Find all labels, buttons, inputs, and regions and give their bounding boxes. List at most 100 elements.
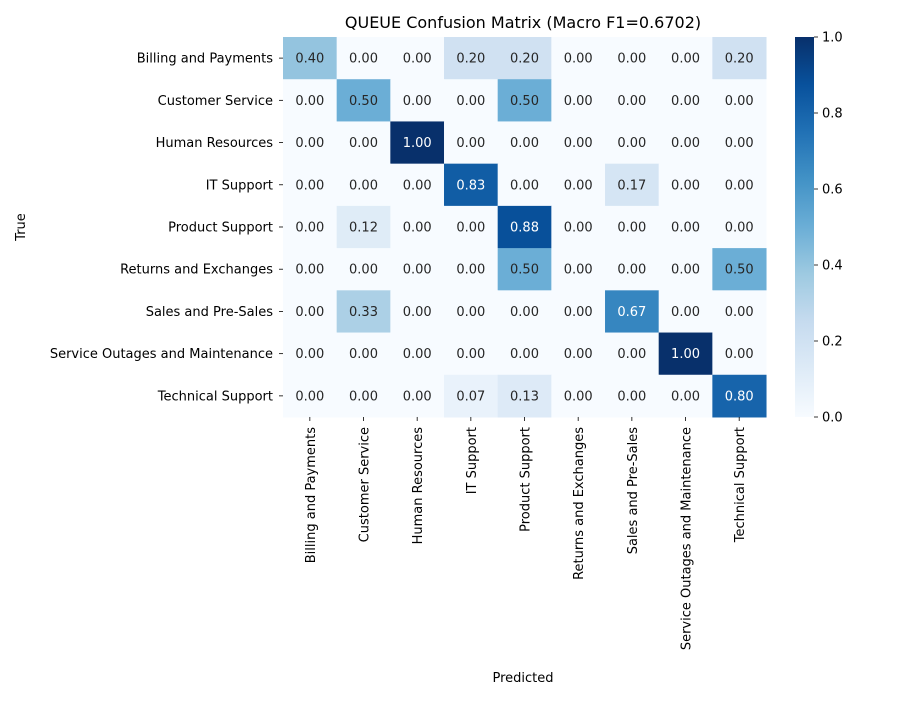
heatmap-cell xyxy=(336,163,391,207)
cell-value-label: 0.00 xyxy=(456,220,485,235)
x-tick-label-human-resources: Human Resources xyxy=(411,427,426,545)
heatmap-cell xyxy=(336,205,391,249)
y-tick-label-technical-support: Technical Support xyxy=(157,389,273,404)
heatmap-cell xyxy=(444,205,499,249)
y-tick-label-product-support: Product Support xyxy=(168,220,273,235)
heatmap-cell xyxy=(712,37,767,80)
heatmap-cell xyxy=(497,79,552,122)
cell-value-label: 0.00 xyxy=(295,347,324,362)
cell-value-label: 0.00 xyxy=(295,178,324,193)
x-tick-label-product-support: Product Support xyxy=(519,427,534,532)
heatmap-cell xyxy=(605,248,660,291)
heatmap-cell xyxy=(605,374,660,418)
y-tick-label-customer-service: Customer Service xyxy=(158,94,273,109)
heatmap-cell xyxy=(283,37,338,80)
cell-value-label: 0.00 xyxy=(564,389,593,404)
heatmap-cell xyxy=(605,205,660,249)
heatmap-cell xyxy=(605,121,660,165)
cell-value-label: 0.00 xyxy=(617,52,646,67)
heatmap-cell xyxy=(336,121,391,165)
cell-value-label: 0.00 xyxy=(617,263,646,278)
chart-title: QUEUE Confusion Matrix (Macro F1=0.6702) xyxy=(345,13,701,32)
heatmap-cell xyxy=(712,248,767,291)
heatmap-cell xyxy=(497,374,552,418)
colorbar-tick-label: 0.6 xyxy=(822,183,843,198)
colorbar-ticks: 0.0 0.2 0.4 0.6 0.8 1.0 xyxy=(814,31,843,426)
heatmap-cell xyxy=(444,163,499,207)
cell-value-label: 0.00 xyxy=(295,94,324,109)
cell-value-label: 0.80 xyxy=(725,389,754,404)
heatmap-cell xyxy=(712,290,767,334)
heatmap-cell xyxy=(658,248,713,291)
heatmap-cell xyxy=(336,374,391,418)
colorbar-tick-label: 0.8 xyxy=(822,107,843,122)
heatmap-cell xyxy=(658,37,713,80)
cell-value-label: 0.00 xyxy=(510,347,539,362)
cell-value-label: 0.00 xyxy=(403,347,432,362)
colorbar-tick-label: 0.2 xyxy=(822,335,843,350)
cell-value-label: 0.00 xyxy=(564,52,593,67)
cell-value-label: 0.00 xyxy=(349,136,378,151)
heatmap-cell xyxy=(444,332,499,376)
heatmap-cell xyxy=(497,121,552,165)
heatmap-cell xyxy=(390,37,445,80)
heatmap-cell xyxy=(712,163,767,207)
y-tick-label-human-resources: Human Resources xyxy=(156,136,274,151)
cell-value-label: 0.00 xyxy=(617,347,646,362)
heatmap-cell xyxy=(497,163,552,207)
heatmap-cell xyxy=(283,79,338,122)
cell-value-label: 0.88 xyxy=(510,220,539,235)
colorbar-tick-label: 1.0 xyxy=(822,31,843,46)
cell-value-label: 0.00 xyxy=(403,263,432,278)
colorbar xyxy=(795,37,814,417)
heatmap-cells: 0.40 0.00 0.00 0.20 0.20 0.00 0.00 0.00 0.20 0.00… xyxy=(283,37,767,418)
cell-value-label: 0.00 xyxy=(510,305,539,320)
heatmap-cell xyxy=(390,163,445,207)
cell-value-label: 0.00 xyxy=(456,94,485,109)
heatmap-cell xyxy=(712,374,767,418)
cell-value-label: 0.00 xyxy=(456,263,485,278)
cell-value-label: 0.00 xyxy=(403,52,432,67)
heatmap-cell xyxy=(283,290,338,334)
cell-value-label: 0.00 xyxy=(349,52,378,67)
y-tick-label-sales-and-pre-sales: Sales and Pre-Sales xyxy=(146,305,274,320)
x-tick-label-sales-and-pre-sales: Sales and Pre-Sales xyxy=(626,427,641,555)
heatmap-cell xyxy=(390,205,445,249)
cell-value-label: 0.00 xyxy=(564,263,593,278)
heatmap-cell xyxy=(283,163,338,207)
cell-value-label: 0.00 xyxy=(510,136,539,151)
cell-value-label: 0.00 xyxy=(617,94,646,109)
cell-value-label: 0.50 xyxy=(725,263,754,278)
cell-value-label: 1.00 xyxy=(671,347,700,362)
y-tick-label-service-outages-and-maintenance: Service Outages and Maintenance xyxy=(50,347,273,362)
heatmap-cell xyxy=(658,332,713,376)
heatmap-cell xyxy=(658,290,713,334)
cell-value-label: 0.13 xyxy=(510,389,539,404)
y-tick-label-it-support: IT Support xyxy=(206,178,273,193)
heatmap-cell xyxy=(551,37,606,80)
heatmap-cell xyxy=(390,121,445,165)
cell-value-label: 0.20 xyxy=(725,52,754,67)
x-tick-label-customer-service: Customer Service xyxy=(358,427,373,542)
cell-value-label: 0.20 xyxy=(510,52,539,67)
heatmap-cell xyxy=(444,37,499,80)
cell-value-label: 0.00 xyxy=(564,347,593,362)
cell-value-label: 0.00 xyxy=(564,220,593,235)
cell-value-label: 0.50 xyxy=(510,263,539,278)
heatmap-cell xyxy=(283,374,338,418)
cell-value-label: 0.00 xyxy=(671,94,700,109)
x-tick-label-technical-support: Technical Support xyxy=(733,427,748,543)
cell-value-label: 0.00 xyxy=(725,136,754,151)
cell-value-label: 0.00 xyxy=(725,178,754,193)
cell-value-label: 0.00 xyxy=(456,347,485,362)
cell-value-label: 0.00 xyxy=(295,220,324,235)
cell-value-label: 0.00 xyxy=(671,389,700,404)
cell-value-label: 0.00 xyxy=(564,94,593,109)
heatmap-cell xyxy=(605,79,660,122)
x-tick-labels: Billing and Payments Customer Service Huma… xyxy=(304,416,748,650)
y-axis-label: True xyxy=(14,213,29,242)
cell-value-label: 0.00 xyxy=(295,305,324,320)
heatmap-cell xyxy=(444,374,499,418)
cell-value-label: 0.00 xyxy=(564,178,593,193)
cell-value-label: 0.83 xyxy=(456,178,485,193)
